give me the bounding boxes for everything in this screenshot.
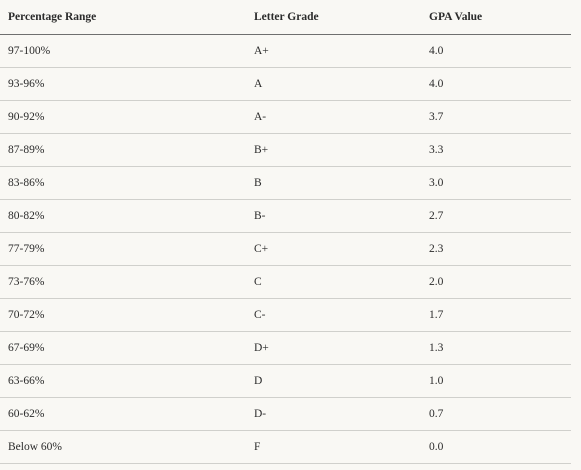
cell-letter: D- (246, 397, 421, 431)
cell-gpa: 4.0 (421, 67, 571, 101)
cell-letter: A+ (246, 34, 421, 68)
cell-gpa: 1.0 (421, 364, 571, 398)
cell-percentage: 80-82% (0, 199, 246, 233)
cell-percentage: 73-76% (0, 265, 246, 299)
cell-percentage: 87-89% (0, 133, 246, 167)
cell-percentage: 77-79% (0, 232, 246, 266)
table-row: 80-82% B- 2.7 (0, 199, 571, 233)
header-percentage-range: Percentage Range (0, 0, 246, 35)
cell-percentage: 67-69% (0, 331, 246, 365)
cell-gpa: 3.0 (421, 166, 571, 200)
table-row: 77-79% C+ 2.3 (0, 232, 571, 266)
table-row: 97-100% A+ 4.0 (0, 34, 571, 68)
table-row: Below 60% F 0.0 (0, 430, 571, 464)
table-row: 87-89% B+ 3.3 (0, 133, 571, 167)
cell-percentage: 70-72% (0, 298, 246, 332)
table-row: 70-72% C- 1.7 (0, 298, 571, 332)
cell-letter: C+ (246, 232, 421, 266)
cell-gpa: 0.7 (421, 397, 571, 431)
table-row: 60-62% D- 0.7 (0, 397, 571, 431)
cell-gpa: 3.3 (421, 133, 571, 167)
cell-percentage: 63-66% (0, 364, 246, 398)
cell-letter: F (246, 430, 421, 464)
cell-letter: A (246, 67, 421, 101)
cell-percentage: 60-62% (0, 397, 246, 431)
table-row: 90-92% A- 3.7 (0, 100, 571, 134)
table-row: 93-96% A 4.0 (0, 67, 571, 101)
cell-letter: B (246, 166, 421, 200)
cell-gpa: 2.3 (421, 232, 571, 266)
cell-percentage: 90-92% (0, 100, 246, 134)
cell-gpa: 4.0 (421, 34, 571, 68)
grade-table-container: Percentage Range Letter Grade GPA Value … (0, 0, 571, 464)
table-row: 73-76% C 2.0 (0, 265, 571, 299)
table-row: 83-86% B 3.0 (0, 166, 571, 200)
cell-gpa: 1.7 (421, 298, 571, 332)
header-letter-grade: Letter Grade (246, 0, 421, 35)
cell-gpa: 3.7 (421, 100, 571, 134)
table-row: 67-69% D+ 1.3 (0, 331, 571, 365)
cell-percentage: 83-86% (0, 166, 246, 200)
cell-gpa: 2.7 (421, 199, 571, 233)
cell-letter: B- (246, 199, 421, 233)
cell-letter: A- (246, 100, 421, 134)
cell-gpa: 1.3 (421, 331, 571, 365)
table-row: 63-66% D 1.0 (0, 364, 571, 398)
cell-percentage: 93-96% (0, 67, 246, 101)
grade-conversion-table: Percentage Range Letter Grade GPA Value … (0, 0, 571, 464)
cell-percentage: Below 60% (0, 430, 246, 464)
cell-letter: D (246, 364, 421, 398)
header-gpa-value: GPA Value (421, 0, 571, 35)
cell-letter: C- (246, 298, 421, 332)
table-header-row: Percentage Range Letter Grade GPA Value (0, 0, 571, 35)
cell-gpa: 2.0 (421, 265, 571, 299)
cell-letter: B+ (246, 133, 421, 167)
cell-letter: C (246, 265, 421, 299)
cell-letter: D+ (246, 331, 421, 365)
cell-gpa: 0.0 (421, 430, 571, 464)
cell-percentage: 97-100% (0, 34, 246, 68)
